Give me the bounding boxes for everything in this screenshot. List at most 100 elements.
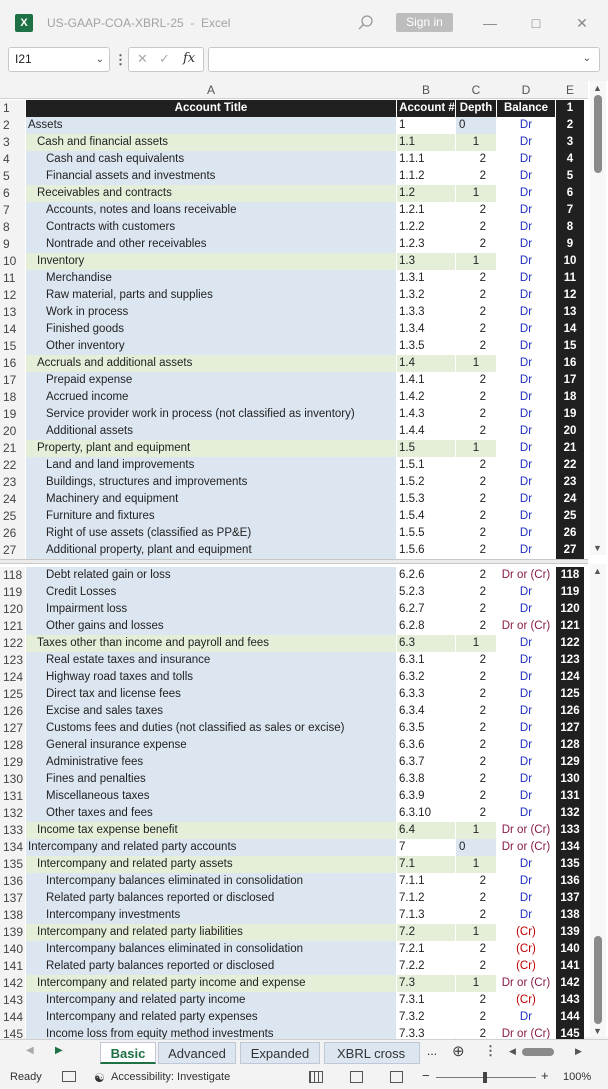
depth-cell[interactable]: 2 [456,474,496,491]
account-number-cell[interactable]: 7.3.1 [397,992,455,1009]
account-title-cell[interactable]: Related party balances reported or discl… [26,958,396,975]
depth-cell[interactable]: 2 [456,151,496,168]
e-cell[interactable]: 138 [556,907,584,924]
e-cell[interactable]: 24 [556,491,584,508]
row-number[interactable]: 140 [0,941,25,958]
account-number-cell[interactable]: 1.4.3 [397,406,455,423]
row-number[interactable]: 145 [0,1026,25,1043]
row-number[interactable]: 22 [0,457,25,474]
e-cell[interactable]: 13 [556,304,584,321]
account-title-cell[interactable]: Accrued income [26,389,396,406]
account-title-cell[interactable]: Impairment loss [26,601,396,618]
balance-cell[interactable]: Dr [497,423,555,440]
balance-cell[interactable]: (Cr) [497,958,555,975]
e-cell[interactable]: 143 [556,992,584,1009]
balance-cell[interactable]: Dr [497,440,555,457]
depth-cell[interactable]: 2 [456,771,496,788]
row-number[interactable]: 24 [0,491,25,508]
depth-cell[interactable]: 1 [456,635,496,652]
row-number[interactable]: 13 [0,304,25,321]
account-number-cell[interactable]: 6.3.7 [397,754,455,771]
account-number-cell[interactable]: 1.3.4 [397,321,455,338]
e-cell[interactable]: 134 [556,839,584,856]
e-cell[interactable]: 20 [556,423,584,440]
account-title-cell[interactable]: Highway road taxes and tolls [26,669,396,686]
balance-cell[interactable]: Dr [497,287,555,304]
e-cell[interactable]: 145 [556,1026,584,1043]
balance-cell[interactable]: Dr [497,635,555,652]
header-depth[interactable]: Depth [456,100,496,117]
account-title-cell[interactable]: Customs fees and duties (not classified … [26,720,396,737]
horizontal-scroll-thumb[interactable] [522,1048,554,1056]
account-title-cell[interactable]: Miscellaneous taxes [26,788,396,805]
account-title-cell[interactable]: Merchandise [26,270,396,287]
account-number-cell[interactable]: 6.3.8 [397,771,455,788]
tab-more[interactable]: ... [427,1044,438,1058]
account-title-cell[interactable]: Related party balances reported or discl… [26,890,396,907]
e-cell[interactable]: 25 [556,508,584,525]
balance-cell[interactable]: Dr [497,338,555,355]
row-number[interactable]: 26 [0,525,25,542]
depth-cell[interactable]: 2 [456,958,496,975]
e-cell[interactable]: 22 [556,457,584,474]
depth-cell[interactable]: 1 [456,975,496,992]
balance-cell[interactable]: Dr [497,474,555,491]
row-number[interactable]: 3 [0,134,25,151]
account-title-cell[interactable]: Other inventory [26,338,396,355]
row-number[interactable]: 11 [0,270,25,287]
depth-cell[interactable]: 2 [456,788,496,805]
vertical-scrollbar-bottom[interactable]: ▲ ▼ [590,564,606,1037]
normal-view-icon[interactable] [309,1071,323,1083]
row-number[interactable]: 25 [0,508,25,525]
balance-cell[interactable]: Dr [497,236,555,253]
account-number-cell[interactable]: 5.2.3 [397,584,455,601]
balance-cell[interactable]: Dr [497,890,555,907]
row-number[interactable]: 126 [0,703,25,720]
account-title-cell[interactable]: Other taxes and fees [26,805,396,822]
depth-cell[interactable]: 2 [456,270,496,287]
depth-cell[interactable]: 2 [456,372,496,389]
balance-cell[interactable]: (Cr) [497,992,555,1009]
depth-cell[interactable]: 2 [456,720,496,737]
page-layout-icon[interactable] [350,1071,363,1083]
depth-cell[interactable]: 2 [456,236,496,253]
account-number-cell[interactable]: 1.1.2 [397,168,455,185]
depth-cell[interactable]: 1 [456,822,496,839]
account-title-cell[interactable]: Inventory [26,253,396,270]
balance-cell[interactable]: Dr [497,754,555,771]
e-cell[interactable]: 137 [556,890,584,907]
account-title-cell[interactable]: Nontrade and other receivables [26,236,396,253]
account-title-cell[interactable]: Intercompany and related party assets [26,856,396,873]
e-cell[interactable]: 9 [556,236,584,253]
balance-cell[interactable]: Dr [497,873,555,890]
balance-cell[interactable]: Dr [497,1009,555,1026]
row-number[interactable]: 135 [0,856,25,873]
depth-cell[interactable]: 1 [456,253,496,270]
balance-cell[interactable]: Dr [497,389,555,406]
row-number[interactable]: 124 [0,669,25,686]
column-header-e[interactable]: E [565,83,574,97]
e-cell[interactable]: 8 [556,219,584,236]
zoom-level[interactable]: 100% [563,1071,592,1083]
account-number-cell[interactable]: 1.1 [397,134,455,151]
account-title-cell[interactable]: Service provider work in process (not cl… [26,406,396,423]
row-number[interactable]: 127 [0,720,25,737]
row-number[interactable]: 131 [0,788,25,805]
depth-cell[interactable]: 2 [456,202,496,219]
row-number[interactable]: 134 [0,839,25,856]
e-cell[interactable]: 124 [556,669,584,686]
balance-cell[interactable]: Dr [497,134,555,151]
row-number[interactable]: 2 [0,117,25,134]
row-number[interactable]: 20 [0,423,25,440]
e-cell[interactable]: 135 [556,856,584,873]
account-number-cell[interactable]: 7.3.3 [397,1026,455,1043]
account-number-cell[interactable]: 6.4 [397,822,455,839]
account-number-cell[interactable]: 7.1.2 [397,890,455,907]
e-cell[interactable]: 122 [556,635,584,652]
account-title-cell[interactable]: Real estate taxes and insurance [26,652,396,669]
hscroll-right-icon[interactable]: ▶ [575,1046,582,1056]
balance-cell[interactable]: Dr [497,601,555,618]
row-number[interactable]: 7 [0,202,25,219]
depth-cell[interactable]: 2 [456,584,496,601]
depth-cell[interactable]: 1 [456,856,496,873]
